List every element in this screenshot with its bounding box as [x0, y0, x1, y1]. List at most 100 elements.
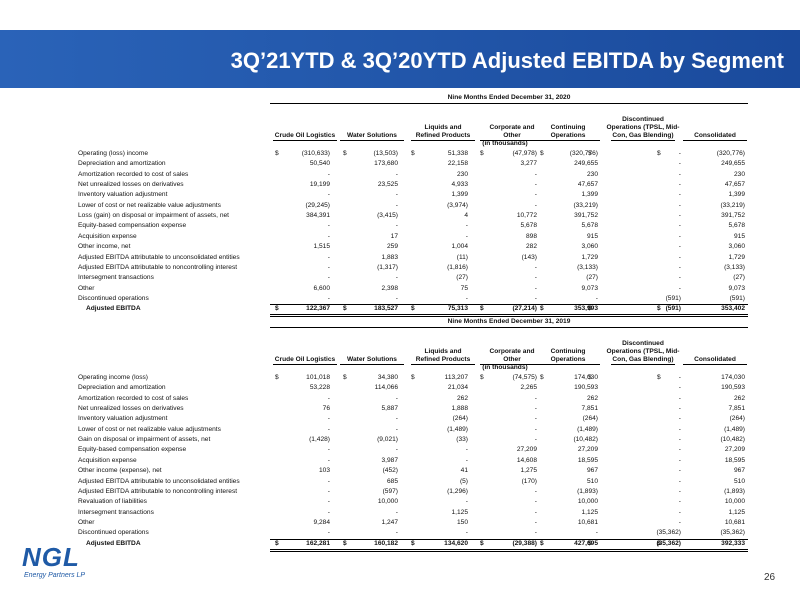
rule: [536, 140, 600, 141]
cell-value: 10,000: [577, 498, 598, 506]
cell-value: -: [395, 425, 398, 433]
column-header: Consolidated: [694, 132, 736, 139]
cell-value: (1,317): [377, 263, 398, 271]
rule: [273, 140, 337, 141]
column-header: Continuing: [550, 348, 586, 355]
cell-value: 75: [460, 284, 468, 292]
cell-value: -: [678, 405, 681, 413]
cell-value: (35,362): [656, 539, 681, 547]
cell-value: -: [595, 529, 598, 537]
cell-value: 174,030: [721, 374, 745, 381]
row-label: Depreciation and amortization: [78, 384, 166, 392]
cell-value: (320,776): [716, 150, 745, 157]
cell-value: (5): [459, 477, 468, 485]
cell-value: 14,608: [516, 456, 537, 464]
rule: [270, 304, 748, 306]
cell-value: -: [395, 170, 398, 178]
row-label: Loss (gain) on disposal or impairment of…: [78, 212, 229, 220]
cell-value: (27): [456, 274, 468, 282]
cell-value: 230: [456, 170, 468, 178]
cell-value: 75,313: [447, 305, 468, 313]
rule: [270, 548, 748, 550]
row-label: Adjusted EBITDA attributable to unconsol…: [78, 253, 240, 261]
cell-value: 18,595: [724, 456, 745, 464]
cell-value: 230: [586, 170, 598, 178]
cell-value: -: [595, 294, 598, 302]
cell-value: -: [678, 374, 681, 381]
currency-symbol: $: [275, 150, 279, 157]
currency-symbol: $: [411, 305, 415, 313]
cell-value: 3,060: [728, 243, 745, 251]
cell-value: -: [465, 222, 468, 230]
cell-value: 3,277: [520, 160, 537, 168]
cell-value: 262: [586, 394, 598, 402]
cell-value: -: [395, 294, 398, 302]
cell-value: 1,399: [581, 191, 598, 199]
cell-value: 1,729: [728, 253, 745, 261]
row-label: Equity-based compensation expense: [78, 446, 187, 454]
cell-value: (35,362): [720, 529, 745, 537]
rule: [536, 364, 600, 365]
cell-value: (1,893): [724, 487, 745, 495]
cell-value: 114,066: [374, 384, 398, 392]
cell-value: 391,752: [721, 212, 745, 220]
cell-value: (170): [521, 477, 537, 485]
cell-value: -: [678, 425, 681, 433]
currency-symbol: $: [343, 305, 347, 313]
currency-symbol: $: [588, 374, 592, 381]
cell-value: (1,428): [309, 436, 330, 444]
cell-value: 249,655: [721, 160, 745, 168]
cell-value: 1,883: [381, 253, 398, 261]
logo: NGL: [22, 542, 80, 572]
cell-value: 353,402: [721, 305, 745, 313]
row-label: Other: [78, 284, 95, 292]
cell-value: (264): [729, 415, 745, 423]
cell-value: 18,595: [577, 456, 598, 464]
column-header: Water Solutions: [347, 356, 397, 363]
cell-value: (10,482): [573, 436, 598, 444]
cell-value: 384,391: [306, 212, 330, 220]
total-label: Adjusted EBITDA: [86, 539, 141, 547]
cell-value: -: [465, 498, 468, 506]
cell-value: -: [534, 181, 537, 189]
logo-tagline: Energy Partners LP: [24, 572, 86, 579]
cell-value: 510: [733, 477, 745, 485]
cell-value: -: [327, 425, 330, 433]
currency-symbol: $: [343, 150, 347, 157]
cell-value: -: [327, 294, 330, 302]
cell-value: -: [678, 284, 681, 292]
unit-note: (in thousands): [482, 364, 528, 371]
rule: [340, 140, 404, 141]
cell-value: 174,030: [574, 374, 598, 381]
cell-value: -: [534, 191, 537, 199]
cell-value: -: [678, 456, 681, 464]
cell-value: 21,034: [447, 384, 468, 392]
rule: [611, 364, 675, 365]
row-label: Discontinued operations: [78, 294, 149, 302]
cell-value: -: [465, 456, 468, 464]
rule: [480, 364, 544, 365]
currency-symbol: $: [657, 539, 661, 547]
cell-value: 915: [733, 232, 745, 240]
cell-value: -: [678, 487, 681, 495]
cell-value: 3,987: [381, 456, 398, 464]
cell-value: (1,893): [577, 487, 598, 495]
rule: [611, 140, 675, 141]
cell-value: 262: [733, 394, 745, 402]
cell-value: (29,388): [512, 539, 537, 547]
rule: [270, 316, 748, 318]
cell-value: 113,207: [444, 374, 468, 381]
period-heading: Nine Months Ended December 31, 2019: [447, 318, 571, 325]
cell-value: 230: [733, 170, 745, 178]
cell-value: 173,680: [374, 160, 398, 168]
column-header: Crude Oil Logistics: [274, 132, 336, 139]
cell-value: -: [678, 170, 681, 178]
cell-value: 392,333: [721, 539, 745, 547]
total-label: Adjusted EBITDA: [86, 305, 141, 313]
column-header: Operations (TPSL, Mid-: [606, 348, 680, 355]
cell-value: 10,681: [724, 518, 745, 526]
cell-value: 17: [390, 232, 398, 240]
currency-symbol: $: [275, 374, 279, 381]
cell-value: 47,657: [724, 181, 745, 189]
cell-value: -: [678, 518, 681, 526]
